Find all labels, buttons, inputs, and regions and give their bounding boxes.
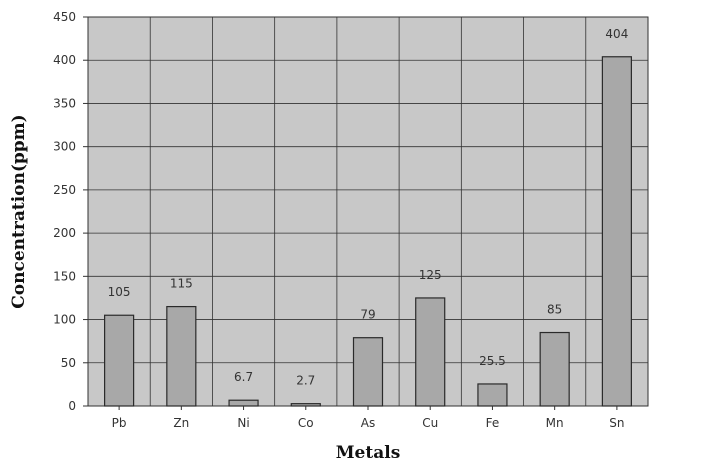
x-tick-label-co: Co <box>298 416 314 430</box>
data-label-pb: 105 <box>108 285 131 299</box>
x-axis-title: Metals <box>336 443 401 463</box>
bars <box>104 56 632 407</box>
y-axis-ticks: 0 50 100 150 200 250 300 350 400 450 <box>53 10 88 413</box>
y-tick-label: 250 <box>53 183 76 197</box>
y-tick-label: 400 <box>53 53 76 67</box>
y-tick-label: 300 <box>53 140 76 154</box>
x-tick-label-pb: Pb <box>112 416 127 430</box>
bar-ni <box>228 399 259 407</box>
data-label-cu: 125 <box>419 268 442 282</box>
x-tick-label-zn: Zn <box>173 416 189 430</box>
x-tick-label-mn: Mn <box>546 416 564 430</box>
x-tick-label-fe: Fe <box>486 416 500 430</box>
bar-mn <box>539 331 570 407</box>
y-tick-label: 450 <box>53 10 76 24</box>
y-tick-label: 0 <box>68 399 76 413</box>
bar-as <box>352 337 384 407</box>
bar-fe <box>477 383 508 407</box>
x-tick-label-as: As <box>361 416 375 430</box>
x-tick-label-cu: Cu <box>422 416 438 430</box>
data-labels: 105 115 6.7 2.7 79 125 25.5 85 404 <box>108 27 629 388</box>
bar-pb <box>104 314 135 407</box>
x-tick-label-ni: Ni <box>237 416 249 430</box>
y-axis-title: Concentration(ppm) <box>9 114 29 308</box>
y-tick-label: 150 <box>53 269 76 283</box>
x-tick-label-sn: Sn <box>609 416 624 430</box>
x-axis-ticks: Pb Zn Ni Co As Cu Fe Mn Sn <box>112 406 625 430</box>
y-tick-label: 100 <box>53 313 76 327</box>
data-label-sn: 404 <box>605 27 628 41</box>
bar-cu <box>415 297 446 407</box>
bar-sn <box>601 56 632 407</box>
data-label-as: 79 <box>360 308 375 322</box>
data-label-zn: 115 <box>170 277 193 291</box>
bar-zn <box>166 305 197 407</box>
data-label-co: 2.7 <box>296 374 315 388</box>
y-tick-label: 200 <box>53 226 76 240</box>
y-tick-label: 350 <box>53 96 76 110</box>
y-tick-label: 50 <box>61 356 76 370</box>
data-label-ni: 6.7 <box>234 370 253 384</box>
bar-co <box>290 403 321 407</box>
data-label-fe: 25.5 <box>479 354 506 368</box>
data-label-mn: 85 <box>547 303 562 317</box>
